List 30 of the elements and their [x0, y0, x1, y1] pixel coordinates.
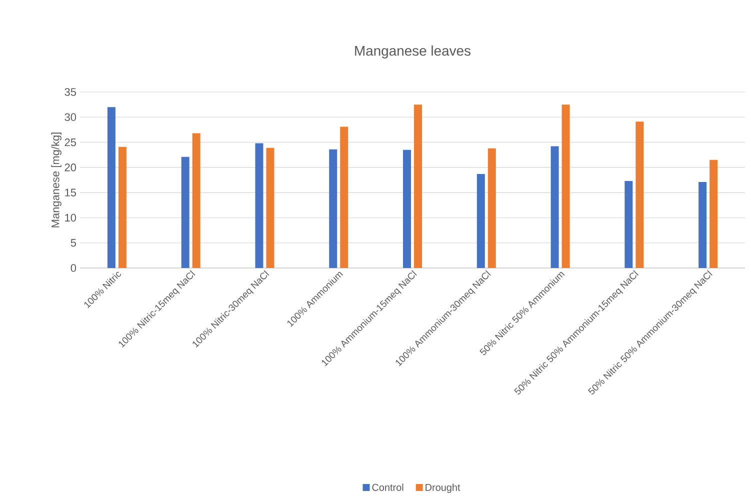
- bar: [192, 133, 200, 268]
- bar: [107, 107, 116, 268]
- bar: [488, 148, 496, 268]
- y-axis-title: Manganese [mg/kg]: [51, 132, 62, 228]
- bar: [329, 149, 338, 268]
- y-tick-label: 0: [70, 264, 76, 272]
- bar: [624, 181, 633, 268]
- bar: [414, 104, 422, 268]
- y-tick-label: 5: [70, 239, 76, 247]
- chart-title: Manganese leaves: [355, 46, 471, 58]
- legend-label: Control: [372, 484, 404, 491]
- bar: [476, 174, 485, 268]
- bar: [636, 122, 644, 268]
- bar: [255, 143, 264, 268]
- y-tick-label: 10: [65, 214, 76, 222]
- bar: [562, 104, 570, 268]
- legend-label: Drought: [426, 484, 460, 493]
- bar: [181, 156, 190, 268]
- y-tick-label: 20: [64, 164, 76, 172]
- y-tick-label: 25: [64, 138, 76, 146]
- bar: [403, 150, 411, 268]
- bar: [266, 148, 274, 268]
- bar: [710, 160, 718, 268]
- bar: [118, 146, 126, 268]
- bar: [698, 182, 707, 268]
- y-tick-label: 15: [65, 188, 76, 196]
- y-tick-label: 35: [64, 88, 76, 96]
- y-tick-label: 30: [64, 113, 76, 122]
- bar: [550, 146, 559, 268]
- bar: [340, 126, 348, 268]
